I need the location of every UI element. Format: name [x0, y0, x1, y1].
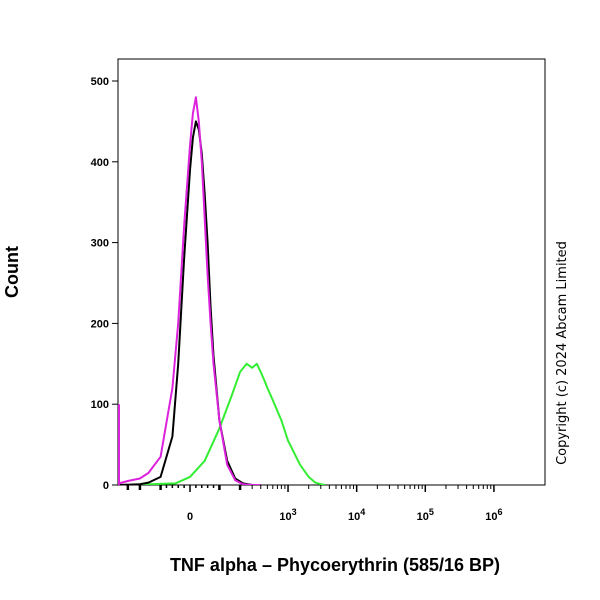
y-tick-label: 0 [103, 480, 109, 492]
y-tick-label: 500 [91, 76, 109, 88]
y-tick-label: 400 [91, 157, 109, 169]
y-axis: 0 100 200 300 400 500 [91, 76, 118, 492]
copyright-text: Copyright (c) 2024 Abcam Limited [555, 241, 570, 465]
y-tick-label: 200 [91, 318, 109, 330]
x-tick-label: 104 [348, 507, 365, 523]
x-axis-title: TNF alpha – Phycoerythrin (585/16 BP) [170, 555, 500, 575]
y-tick-label: 300 [91, 238, 109, 250]
plot-frame [117, 58, 546, 486]
series-line [118, 120, 261, 485]
series-line [118, 96, 261, 485]
series-layer [118, 96, 326, 485]
y-axis-title: Count [2, 246, 22, 298]
y-tick-label: 100 [91, 399, 109, 411]
x-tick-label: 103 [279, 507, 296, 523]
x-tick-label: 0 [187, 511, 193, 523]
x-axis: 0 103 104 105 106 [126, 485, 503, 523]
series-line [127, 362, 326, 485]
x-tick-label: 105 [417, 507, 434, 523]
x-tick-label: 106 [485, 507, 502, 523]
